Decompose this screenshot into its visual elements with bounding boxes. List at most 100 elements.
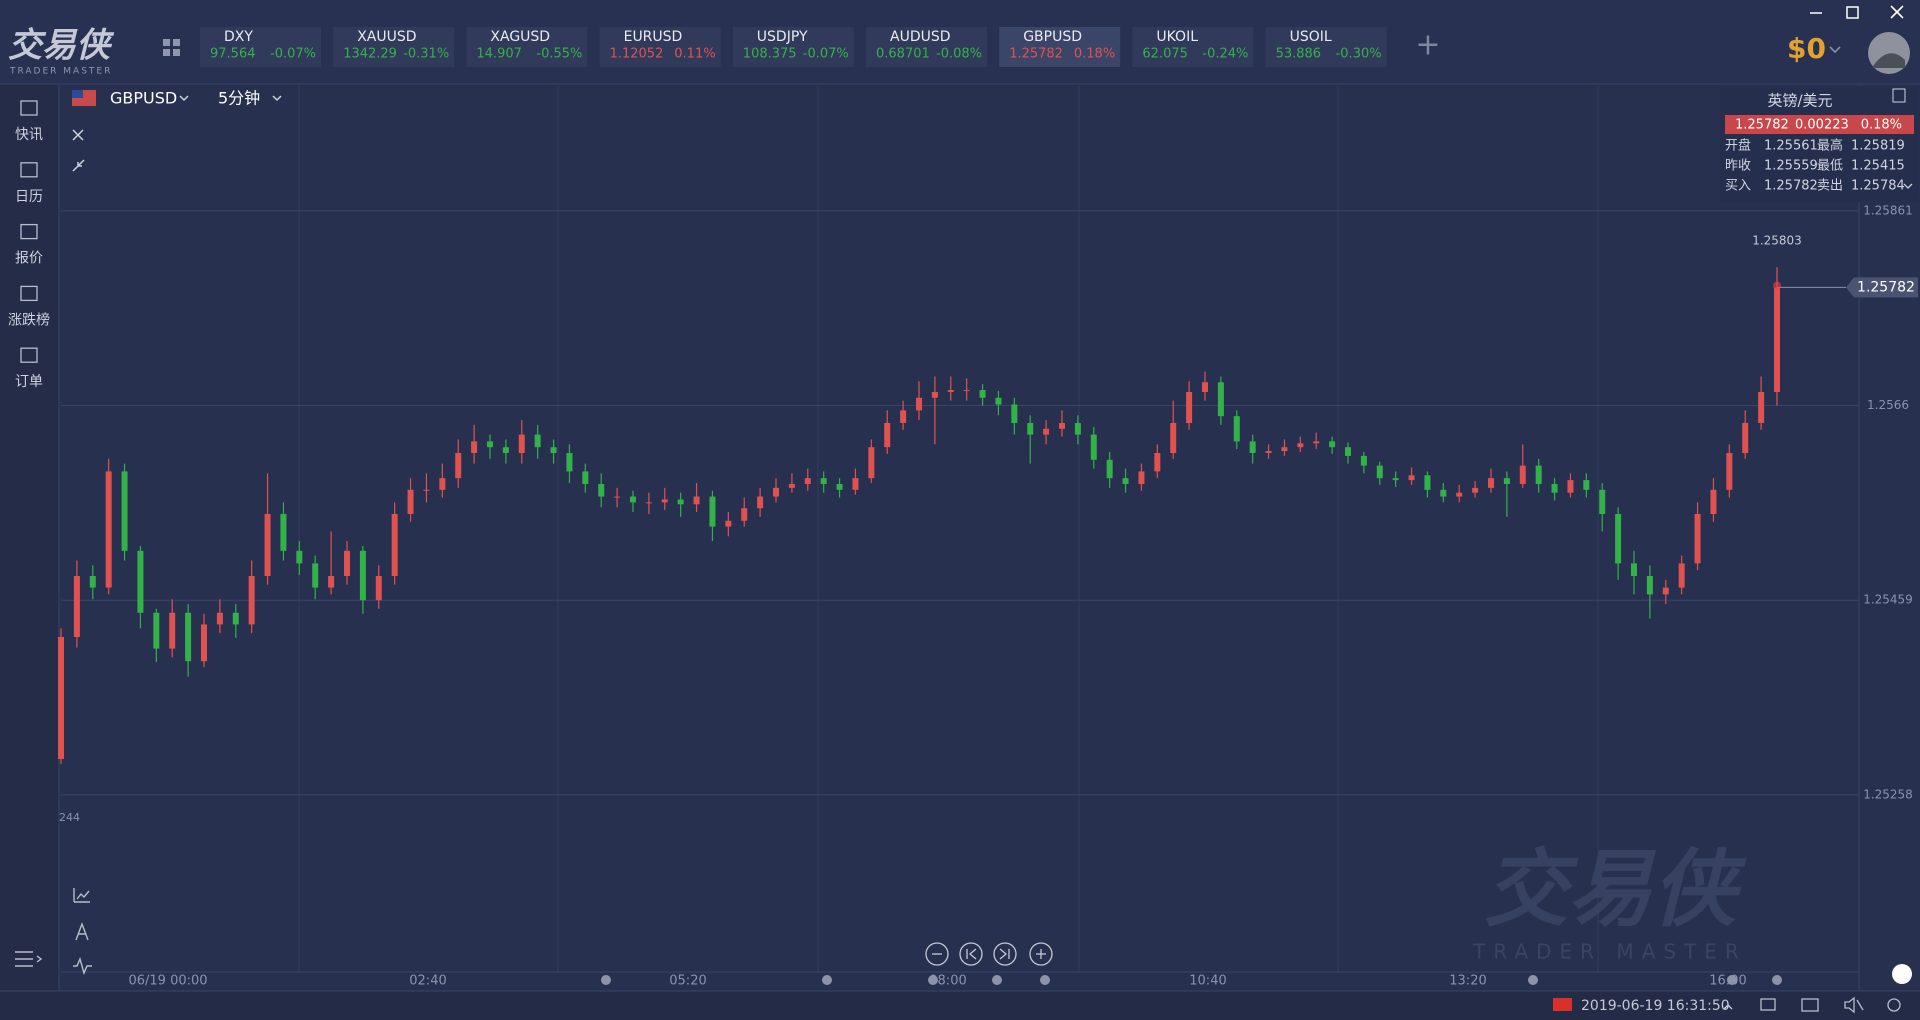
event-marker[interactable] [1528,975,1538,985]
sound-icon[interactable] [1844,996,1864,1014]
event-marker[interactable] [1727,975,1737,985]
candle-body [709,496,716,527]
quote-change: 0.00223 [1795,118,1849,133]
sidebar-label[interactable]: 订单 [15,374,43,390]
zoom-out-button[interactable] [925,942,949,966]
balance[interactable]: $0 [1787,32,1826,65]
candle-body [471,441,478,454]
sidebar-icon[interactable] [20,100,38,116]
candle-body [185,612,192,662]
candle-body [1519,465,1526,484]
sidebar [0,85,59,991]
symbol-selector[interactable]: GBPUSD [110,89,177,108]
candle-body [1488,478,1494,488]
add-ticker-button[interactable]: + [1415,28,1440,63]
interval-selector[interactable]: 5分钟 [218,89,260,108]
ticker-tile[interactable] [732,27,854,67]
panel-expand[interactable] [1903,183,1913,189]
candle-body [1329,441,1336,448]
menu-button[interactable] [15,951,43,967]
ticker-name: XAGUSD [490,29,550,45]
event-marker[interactable] [928,975,938,985]
settings-icon[interactable] [1887,998,1901,1012]
logo[interactable]: 交易侠 TRADER MASTER [8,26,115,77]
zoom-in-button[interactable] [1029,942,1053,966]
indicator-tool[interactable] [73,888,90,903]
candle-body [534,434,541,448]
event-marker[interactable] [1772,975,1782,985]
ticker-tile[interactable] [333,27,455,67]
sidebar-label[interactable]: 报价 [15,251,43,267]
sidebar-icon[interactable] [20,285,38,302]
candle-body [1011,404,1018,423]
panel-toggle[interactable] [1892,88,1906,103]
candle-body [1472,487,1479,493]
sidebar-label[interactable]: 日历 [15,189,43,205]
ticker-change: -0.07% [803,47,849,62]
ticker-tile[interactable] [866,27,987,67]
candle-body [312,563,319,588]
sidebar-icon[interactable] [20,347,38,363]
scroll-start-button[interactable] [959,942,983,966]
ticker-price: 1342.29 [343,47,397,62]
quote-value: 1.25415 [1851,159,1905,174]
candle-body [836,483,843,490]
candle-body [407,489,414,515]
candle-body [1249,441,1256,454]
candle-body [1122,478,1129,484]
close-chart-button[interactable] [72,129,84,141]
candle-body [1265,451,1272,454]
quote-price-bar [1725,115,1914,134]
event-marker[interactable] [992,975,1002,985]
chart-tools [15,888,92,976]
candle-body [248,575,255,625]
window-icon[interactable] [1760,998,1776,1011]
event-marker[interactable] [822,975,832,985]
wave-tool[interactable] [73,956,92,976]
ticker-tile[interactable] [599,27,721,67]
ticker-tile[interactable] [1132,27,1254,67]
sidebar-label[interactable]: 涨跌榜 [8,311,50,328]
candle-body [502,447,509,454]
y-tick-label: 1.25459 [1863,593,1913,607]
candle-body [582,471,589,484]
candle-body [693,496,700,505]
sidebar-icon[interactable] [20,223,38,240]
event-marker[interactable] [601,975,611,985]
candle-body [788,483,795,488]
scroll-end-button[interactable] [993,942,1017,966]
candle-body [566,453,573,472]
maximize-button[interactable] [1846,6,1859,19]
balance-dropdown[interactable] [1829,46,1841,54]
ticker-tile[interactable] [466,27,588,67]
apps-grid-icon[interactable] [163,39,180,56]
symbol-dropdown[interactable] [179,95,189,102]
candle-body [1567,480,1574,493]
x-tick-label: 13:20 [1449,974,1486,989]
candle-body [487,441,493,448]
sidebar-label[interactable]: 快讯 [15,127,43,143]
quote-price: 1.25782 [1735,118,1789,133]
candle-body [931,391,938,398]
candle-body [455,453,462,479]
interval-dropdown[interactable] [272,95,282,102]
close-button[interactable] [1890,5,1904,19]
sidebar-icon[interactable] [20,162,38,178]
candle-body [725,520,732,527]
datetime-expand[interactable] [1723,1004,1733,1010]
quote-change-pct: 0.18% [1861,118,1902,133]
help-button[interactable] [1892,964,1912,984]
ticker-tile[interactable] [999,27,1121,67]
candle-body [1376,465,1383,479]
candle-body [137,550,144,613]
ticker-tile[interactable] [1265,27,1387,67]
chart-area [60,85,1920,991]
screenshot-icon[interactable] [1801,998,1819,1012]
ticker-tile[interactable] [200,27,321,67]
event-marker[interactable] [1040,975,1050,985]
icon-part [966,948,977,960]
drawing-tool[interactable] [75,922,89,941]
candle-body [1138,471,1145,484]
candle-body [1217,382,1224,417]
